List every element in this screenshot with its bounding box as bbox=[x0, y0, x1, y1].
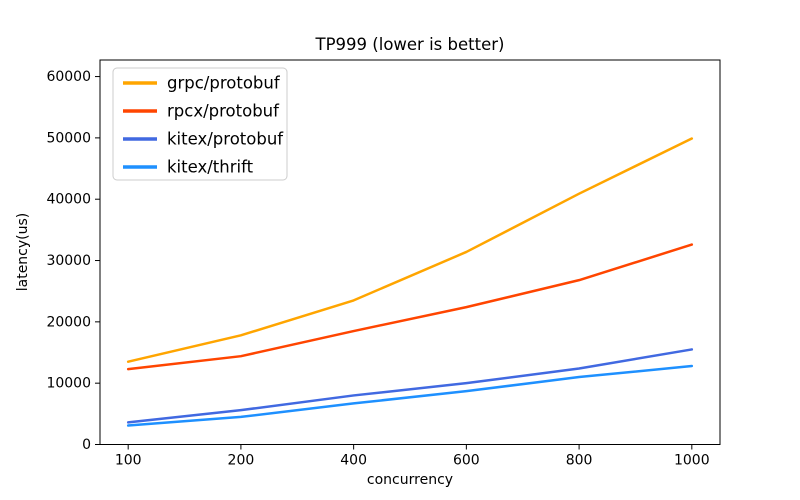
legend-label: grpc/protobuf bbox=[167, 74, 281, 93]
x-tick-label: 400 bbox=[340, 453, 367, 469]
y-tick-label: 30000 bbox=[46, 253, 91, 269]
y-tick-label: 20000 bbox=[46, 314, 91, 330]
y-tick-label: 50000 bbox=[46, 130, 91, 146]
plot-area-frame bbox=[99, 59, 721, 445]
y-tick-label: 0 bbox=[82, 437, 91, 453]
series-line-rpcx-protobuf bbox=[126, 243, 694, 371]
x-tick-label: 800 bbox=[566, 453, 593, 469]
y-axis-label: latency(us) bbox=[15, 213, 31, 292]
y-tick-label: 40000 bbox=[46, 192, 91, 208]
y-axis: 0 10000 20000 30000 40000 50000 60000 bbox=[46, 69, 100, 453]
series-lines bbox=[126, 137, 694, 427]
x-axis: 100 200 400 600 800 1000 bbox=[115, 444, 710, 469]
x-tick-label: 600 bbox=[453, 453, 480, 469]
legend-label: kitex/protobuf bbox=[167, 130, 284, 149]
x-axis-label: concurrency bbox=[367, 472, 453, 488]
series-line-kitex-thrift bbox=[126, 364, 694, 427]
chart-title: TP999 (lower is better) bbox=[315, 35, 505, 54]
series-line-kitex-protobuf bbox=[126, 348, 694, 424]
x-tick-label: 1000 bbox=[674, 453, 710, 469]
x-tick-label: 200 bbox=[228, 453, 255, 469]
legend-box bbox=[112, 67, 288, 181]
series-line-grpc-protobuf bbox=[126, 137, 694, 363]
x-tick-label: 100 bbox=[115, 453, 142, 469]
legend-label: rpcx/protobuf bbox=[167, 102, 280, 121]
y-tick-label: 10000 bbox=[46, 376, 91, 392]
legend: grpc/protobuf rpcx/protobuf kitex/protobuf… bbox=[112, 67, 288, 181]
legend-label: kitex/thrift bbox=[167, 158, 254, 177]
y-tick-label: 60000 bbox=[46, 69, 91, 85]
